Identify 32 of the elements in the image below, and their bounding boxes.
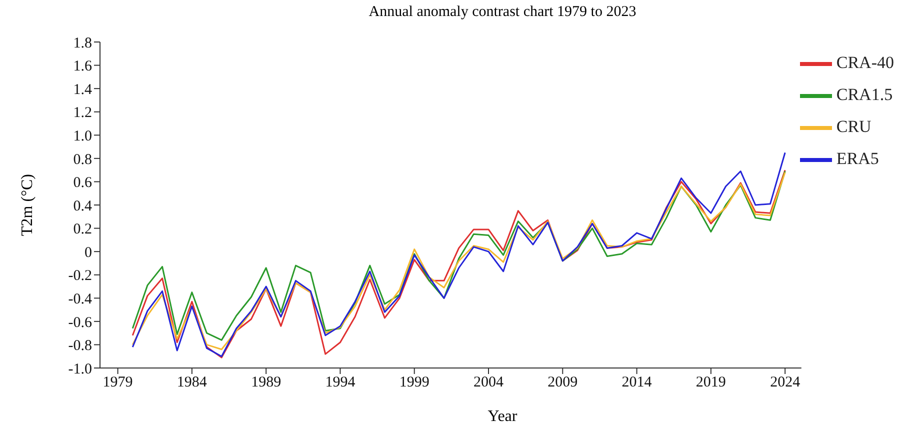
chart-title: Annual anomaly contrast chart 1979 to 2023 (368, 4, 638, 21)
x-tick-label: 2014 (622, 374, 652, 391)
y-tick-label: 1.6 (73, 58, 92, 75)
x-tick-label: 1984 (176, 374, 208, 391)
y-tick-label: -0.2 (68, 268, 92, 284)
x-tick-label: 1999 (399, 374, 430, 391)
y-tick-label: -0.8 (68, 338, 92, 354)
y-tick-label: 1.0 (73, 128, 92, 144)
x-tick-label: 2004 (474, 374, 504, 391)
y-tick-label: 0.6 (73, 175, 92, 192)
x-tick-label: 1979 (102, 374, 133, 391)
y-tick-label: 0.8 (73, 152, 92, 168)
y-tick-label: 0.4 (73, 198, 92, 214)
y-tick-label: -0.4 (68, 291, 92, 308)
y-tick-label: -1.0 (68, 361, 92, 378)
y-tick-label: 1.4 (73, 82, 92, 98)
x-tick-label: 1994 (325, 374, 356, 391)
legend-label: ERA5 (836, 148, 879, 168)
y-tick-label: 0.2 (73, 222, 92, 238)
legend-label: CRA1.5 (836, 84, 893, 104)
x-tick-label: 2009 (548, 374, 578, 391)
legend-label: CRA-40 (836, 52, 894, 72)
x-tick-label: 2019 (696, 374, 726, 391)
y-tick-label: 0 (84, 244, 92, 261)
x-tick-label: 2024 (770, 374, 801, 391)
y-tick-label: 1.8 (73, 35, 92, 52)
y-tick-label: -0.6 (68, 314, 92, 331)
y-axis-title: T2m (°C) (19, 174, 37, 236)
legend-label: CRU (836, 116, 872, 136)
y-tick-label: 1.2 (73, 105, 92, 122)
x-axis-title: Year (486, 408, 518, 426)
x-tick-label: 1989 (251, 374, 282, 391)
